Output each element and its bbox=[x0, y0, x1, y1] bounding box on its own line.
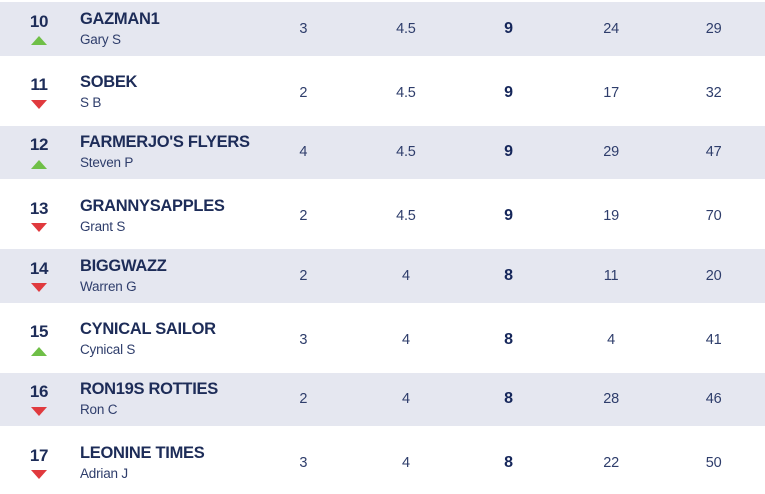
leaderboard-row[interactable]: 13 GRANNYSAPPLES Grant S 2 4.5 9 19 70 bbox=[0, 185, 765, 247]
team-cell: GRANNYSAPPLES Grant S bbox=[78, 185, 252, 247]
stat-cell-5: 50 bbox=[705, 455, 722, 472]
leaderboard-row[interactable]: 12 FARMERJO'S FLYERS Steven P 4 4.5 9 29… bbox=[0, 123, 765, 186]
rank-cell: 16 bbox=[0, 373, 78, 427]
team-name: BIGGWAZZ bbox=[80, 256, 167, 275]
stat-cell-2: 4.5 bbox=[396, 20, 416, 37]
team-cell: GAZMAN1 Gary S bbox=[78, 2, 252, 56]
leaderboard-row[interactable]: 11 SOBEK S B 2 4.5 9 17 32 bbox=[0, 61, 765, 124]
stat-cell-4: 4 bbox=[607, 331, 616, 348]
stat-cell-1: 3 bbox=[299, 455, 308, 472]
stat-cell-3: 9 bbox=[504, 19, 513, 37]
team-cell: FARMERJO'S FLYERS Steven P bbox=[78, 126, 252, 180]
rank-number: 10 bbox=[29, 11, 49, 31]
stat-cell-5: 46 bbox=[705, 391, 722, 408]
movement-down-icon bbox=[31, 223, 47, 233]
rank-number: 14 bbox=[29, 258, 49, 278]
team-name: GAZMAN1 bbox=[80, 9, 160, 28]
stat-cell-2: 4.5 bbox=[396, 144, 416, 161]
stat-cell-4: 28 bbox=[603, 391, 619, 408]
stat-cell-2: 4.5 bbox=[396, 208, 416, 225]
team-name: SOBEK bbox=[80, 73, 138, 92]
team-name: FARMERJO'S FLYERS bbox=[80, 133, 250, 152]
rank-number: 12 bbox=[29, 135, 49, 155]
stat-cell-4: 29 bbox=[603, 144, 619, 161]
team-name: GRANNYSAPPLES bbox=[80, 196, 225, 215]
stat-cell-3: 8 bbox=[504, 390, 513, 408]
leaderboard-row[interactable]: 10 GAZMAN1 Gary S 3 4.5 9 24 29 bbox=[0, 0, 765, 62]
stat-cell-3: 9 bbox=[504, 143, 513, 161]
rank-number: 16 bbox=[29, 382, 49, 402]
stat-cell-1: 2 bbox=[299, 267, 308, 284]
stat-cell-3: 8 bbox=[504, 266, 513, 284]
manager-name: Steven P bbox=[80, 155, 134, 170]
movement-down-icon bbox=[31, 470, 47, 480]
manager-name: Warren G bbox=[80, 278, 137, 294]
stat-cell-4: 19 bbox=[603, 208, 619, 225]
stat-cell-1: 2 bbox=[299, 84, 308, 101]
movement-up-icon bbox=[31, 36, 47, 46]
stat-cell-2: 4.5 bbox=[396, 84, 416, 101]
manager-name: Cynical S bbox=[80, 342, 136, 358]
stat-cell-3: 8 bbox=[504, 330, 513, 348]
stat-cell-5: 20 bbox=[705, 267, 722, 284]
rank-cell: 15 bbox=[0, 309, 78, 371]
team-cell: LEONINE TIMES Adrian J bbox=[78, 432, 252, 494]
movement-down-icon bbox=[31, 99, 47, 109]
leaderboard-row[interactable]: 17 LEONINE TIMES Adrian J 3 4 8 22 50 bbox=[0, 432, 765, 494]
stat-cell-2: 4 bbox=[401, 331, 410, 348]
stat-cell-5: 29 bbox=[705, 20, 722, 37]
stat-cell-5: 70 bbox=[705, 208, 722, 225]
team-name: RON19S ROTTIES bbox=[80, 380, 218, 399]
movement-up-icon bbox=[31, 159, 47, 169]
stat-cell-1: 2 bbox=[299, 391, 308, 408]
stat-cell-5: 32 bbox=[705, 84, 722, 101]
manager-name: Gary S bbox=[80, 31, 121, 47]
stat-cell-3: 9 bbox=[504, 207, 513, 225]
rank-cell: 12 bbox=[0, 126, 78, 180]
leaderboard-row[interactable]: 15 CYNICAL SAILOR Cynical S 3 4 8 4 41 bbox=[0, 308, 765, 371]
stat-cell-4: 24 bbox=[603, 20, 619, 37]
rank-number: 17 bbox=[29, 445, 49, 465]
stat-cell-2: 4 bbox=[401, 267, 410, 284]
stat-cell-1: 3 bbox=[299, 20, 308, 37]
team-cell: RON19S ROTTIES Ron C bbox=[78, 373, 252, 427]
stat-cell-2: 4 bbox=[401, 391, 410, 408]
rank-number: 15 bbox=[29, 322, 49, 342]
stat-cell-1: 3 bbox=[299, 331, 308, 348]
team-name: CYNICAL SAILOR bbox=[80, 320, 216, 339]
stat-cell-1: 4 bbox=[299, 144, 308, 161]
stat-cell-3: 8 bbox=[504, 454, 513, 472]
stat-cell-4: 22 bbox=[603, 455, 619, 472]
rank-cell: 10 bbox=[0, 2, 78, 56]
leaderboard-row[interactable]: 14 BIGGWAZZ Warren G 2 4 8 11 20 bbox=[0, 247, 765, 309]
team-cell: BIGGWAZZ Warren G bbox=[78, 249, 252, 303]
stat-cell-1: 2 bbox=[299, 208, 308, 225]
team-cell: CYNICAL SAILOR Cynical S bbox=[78, 309, 252, 371]
movement-down-icon bbox=[31, 406, 47, 416]
manager-name: Adrian J bbox=[80, 465, 128, 481]
stat-cell-4: 11 bbox=[603, 267, 619, 284]
stat-cell-4: 17 bbox=[603, 84, 619, 101]
stat-cell-5: 41 bbox=[705, 331, 722, 348]
rank-cell: 13 bbox=[0, 185, 78, 247]
stat-cell-2: 4 bbox=[401, 455, 410, 472]
rank-cell: 11 bbox=[0, 62, 78, 124]
manager-name: Grant S bbox=[80, 218, 126, 234]
rank-cell: 14 bbox=[0, 249, 78, 303]
stat-cell-3: 9 bbox=[504, 83, 513, 101]
team-cell: SOBEK S B bbox=[78, 62, 252, 124]
rank-number: 13 bbox=[29, 198, 49, 218]
stat-cell-5: 47 bbox=[705, 144, 722, 161]
team-name: LEONINE TIMES bbox=[80, 443, 205, 462]
manager-name: S B bbox=[80, 95, 102, 111]
manager-name: Ron C bbox=[80, 402, 118, 417]
rank-cell: 17 bbox=[0, 432, 78, 494]
movement-down-icon bbox=[31, 283, 47, 293]
rank-number: 11 bbox=[30, 75, 48, 95]
movement-up-icon bbox=[31, 346, 47, 356]
leaderboard-row[interactable]: 16 RON19S ROTTIES Ron C 2 4 8 28 46 bbox=[0, 370, 765, 433]
